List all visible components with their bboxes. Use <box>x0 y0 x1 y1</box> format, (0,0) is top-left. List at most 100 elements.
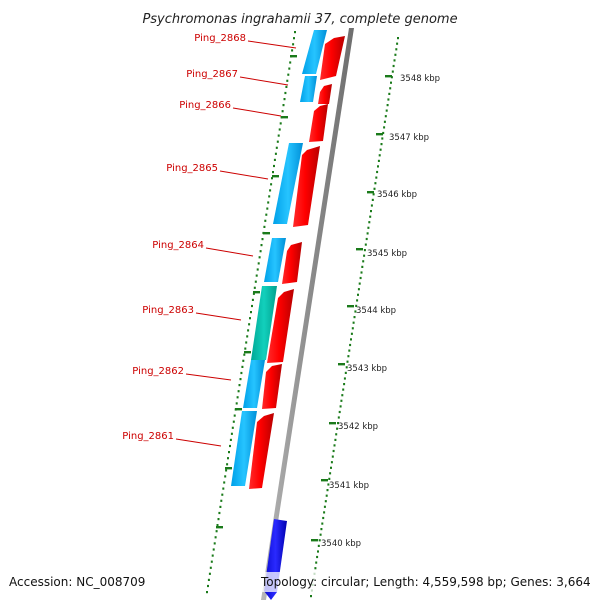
inner-ruler-dot <box>252 292 255 295</box>
ruler-dot <box>361 265 364 268</box>
inner-ruler-dot <box>228 451 230 454</box>
ruler-major-tick <box>347 305 354 308</box>
inner-ruler-dot <box>283 98 286 101</box>
inner-ruler-dot <box>276 140 279 143</box>
inner-ruler-major-tick <box>272 175 279 178</box>
inner-ruler-dot <box>215 530 218 533</box>
ruler-dot <box>326 489 329 492</box>
ruler-dot <box>310 595 312 598</box>
inner-ruler-dot <box>267 201 270 204</box>
ruler-dot <box>343 383 346 386</box>
cog-track <box>231 30 327 486</box>
gene-label-ping-2868: Ping_2868 <box>194 33 246 44</box>
inner-ruler-dot <box>248 323 251 326</box>
ruler-dot <box>321 522 324 525</box>
cog-block-ping-2862 <box>243 360 265 408</box>
ruler-dot <box>362 260 365 263</box>
ruler-dot <box>366 232 369 235</box>
kbp-label: 3544 kbp <box>356 306 396 316</box>
kbp-ruler <box>310 37 399 598</box>
ruler-dot <box>389 87 392 90</box>
inner-ruler-dot <box>270 183 273 186</box>
ruler-dot <box>379 148 382 151</box>
cog-block-ping-2865 <box>273 143 303 224</box>
inner-ruler-dot <box>281 110 284 113</box>
ruler-dot <box>349 343 352 347</box>
inner-ruler-dot <box>211 554 214 557</box>
ruler-dot <box>324 500 327 503</box>
inner-ruler-dot <box>278 128 281 131</box>
ruler-dot <box>341 394 344 397</box>
ruler-dot <box>314 567 317 570</box>
inner-ruler-major-tick <box>290 55 297 58</box>
inner-ruler-dot <box>269 189 272 192</box>
inner-ruler-dot <box>273 164 275 168</box>
inner-ruler-dot <box>289 61 292 64</box>
cog-block-ping-2867 <box>300 76 317 102</box>
ruler-dot <box>323 511 326 514</box>
ruler-major-tick <box>376 133 383 136</box>
gene-leader-line <box>219 170 269 180</box>
inner-ruler-dot <box>218 511 221 515</box>
inner-ruler-dot <box>227 457 229 460</box>
ruler-major-tick <box>385 75 392 78</box>
cds-arrow-ping-2863 <box>267 289 294 363</box>
ruler-dot <box>354 310 357 313</box>
ruler-dot <box>367 226 370 229</box>
ruler-dot <box>364 243 367 246</box>
cds-arrow-ping-2866 <box>309 104 328 142</box>
ruler-dot <box>329 472 332 475</box>
ruler-dot <box>370 210 372 213</box>
ruler-dot <box>330 466 332 469</box>
inner-ruler-dot <box>263 225 266 228</box>
ruler-dot <box>350 338 352 341</box>
inner-ruler-dot <box>251 304 253 308</box>
kbp-labels: 3548 kbp 3547 kbp 3546 kbp 3545 kbp 3544… <box>321 74 440 549</box>
inner-ruler-dot <box>249 317 251 320</box>
inner-ruler-dot <box>221 493 224 496</box>
cog-block-ping-2864 <box>264 238 286 282</box>
inner-ruler-dot <box>247 329 250 332</box>
ruler-dot <box>347 355 350 358</box>
topology-text: Topology: circular; Length: 4,559,598 bp… <box>260 575 591 589</box>
kbp-label: 3547 kbp <box>389 133 429 143</box>
inner-ruler-dot <box>291 49 294 52</box>
inner-ruler-dot <box>241 365 244 368</box>
inner-ruler-dot <box>239 378 242 381</box>
inner-ruler-dot <box>244 347 247 350</box>
kbp-label: 3543 kbp <box>347 364 387 374</box>
gene-label-ping-2866: Ping_2866 <box>179 100 231 111</box>
ruler-dot <box>337 416 340 419</box>
ruler-dot <box>390 81 392 84</box>
ruler-dot <box>331 455 334 458</box>
ruler-dot <box>387 98 390 101</box>
inner-ruler-dot <box>288 67 291 70</box>
ruler-major-tick <box>321 479 328 482</box>
gene-leader-line <box>195 312 242 321</box>
ruler-dot <box>395 48 398 51</box>
ruler-dot <box>327 483 330 486</box>
inner-ruler-dot <box>224 475 227 478</box>
inner-ruler-dot <box>236 396 239 399</box>
ruler-major-tick <box>356 248 363 251</box>
ruler-dot <box>316 555 319 559</box>
gene-leader-line <box>239 76 289 86</box>
inner-ruler-dot <box>245 341 248 344</box>
inner-ruler-dot <box>213 542 216 545</box>
ruler-dot <box>382 131 385 135</box>
inner-ruler-dot <box>285 85 288 88</box>
gene-label-ping-2867: Ping_2867 <box>186 69 238 80</box>
kbp-label: 3546 kbp <box>377 190 417 200</box>
kbp-label: 3545 kbp <box>367 249 407 259</box>
gene-label-ping-2863: Ping_2863 <box>142 305 194 316</box>
inner-ruler-dot <box>246 335 249 338</box>
ruler-dot <box>376 170 379 174</box>
ruler-dot <box>336 427 339 430</box>
inner-ruler-dot <box>260 244 263 247</box>
inner-ruler-dot <box>272 171 274 174</box>
inner-ruler-dot <box>237 390 240 393</box>
inner-ruler-dot <box>250 311 252 314</box>
ruler-dot <box>337 422 339 425</box>
inner-ruler-dot <box>214 536 217 539</box>
ruler-dot <box>322 516 325 520</box>
